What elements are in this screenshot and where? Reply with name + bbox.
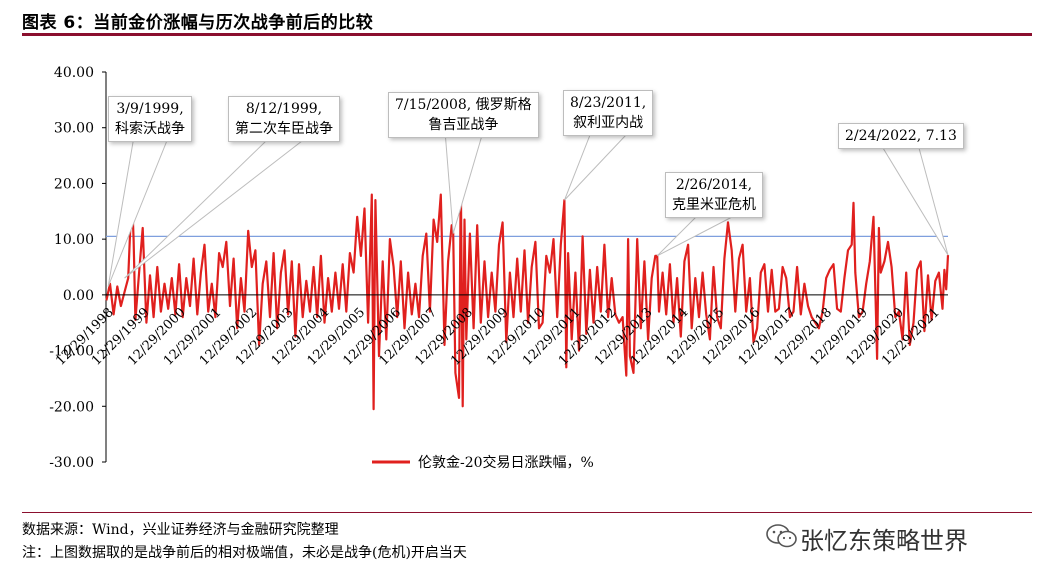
annotation-pointer: [444, 136, 483, 234]
legend-label: 伦敦金-20交易日涨跌幅，%: [418, 454, 594, 471]
annotation-text: 鲁吉亚战争: [428, 117, 499, 133]
annotation-text: 克里米亚危机: [672, 197, 756, 213]
footnote: 注：上图数据取的是战争前后的相对极端值，未必是战争(危机)开启当天: [22, 545, 467, 561]
y-tick-label: -30.00: [49, 455, 94, 471]
annotation-text: 2/26/2014,: [675, 177, 753, 193]
title-divider: [22, 33, 1032, 36]
series-line: [105, 176, 950, 411]
annotation-text: 7/15/2008, 俄罗斯格: [395, 97, 532, 113]
y-tick-label: 10.00: [54, 232, 94, 248]
annotation-callout: 3/9/1999, 科索沃战争: [108, 96, 192, 142]
wechat-icon: [766, 524, 797, 548]
watermark: 张忆东策略世界: [800, 527, 968, 555]
annotation-pointer: [882, 147, 949, 256]
y-tick-label: 30.00: [54, 121, 94, 137]
annotation-text: 2/24/2022, 7.13: [845, 128, 957, 144]
annotation-callout: 7/15/2008, 俄罗斯格 鲁吉亚战争: [388, 92, 539, 138]
footer-divider: [22, 512, 1032, 513]
annotation-text: 8/12/1999,: [245, 101, 323, 117]
y-tick-label: 0.00: [63, 288, 94, 304]
annotation-text: 科索沃战争: [115, 121, 185, 137]
annotation-pointer: [107, 140, 168, 287]
annotation-callout: 2/26/2014, 克里米亚危机: [665, 172, 763, 218]
annotation-callout: 2/24/2022, 7.13: [838, 123, 964, 149]
annotation-text: 3/9/1999,: [116, 101, 184, 117]
annotation-callout: 8/23/2011, 叙利亚内战: [563, 90, 654, 136]
annotation-text: 第二次车臣战争: [235, 121, 333, 137]
annotation-text: 8/23/2011,: [570, 95, 647, 111]
y-tick-label: 40.00: [54, 65, 94, 81]
page-title: 图表 6：当前金价涨幅与历次战争前后的比较: [22, 13, 374, 33]
y-tick-label: 20.00: [54, 176, 94, 192]
annotation-text: 叙利亚内战: [573, 115, 644, 131]
y-tick-label: -20.00: [49, 399, 94, 415]
gold-price-chart: 40.00 30.00 20.00 10.00 0.00 -10.00 -20.00 -30.…: [49, 65, 950, 471]
annotation-callout: 8/12/1999, 第二次车臣战争: [228, 96, 340, 142]
annotation-pointer: [563, 134, 628, 201]
y-tick-label: -10.00: [49, 344, 94, 360]
data-source: 数据来源：Wind，兴业证券经济与金融研究院整理: [22, 522, 339, 538]
